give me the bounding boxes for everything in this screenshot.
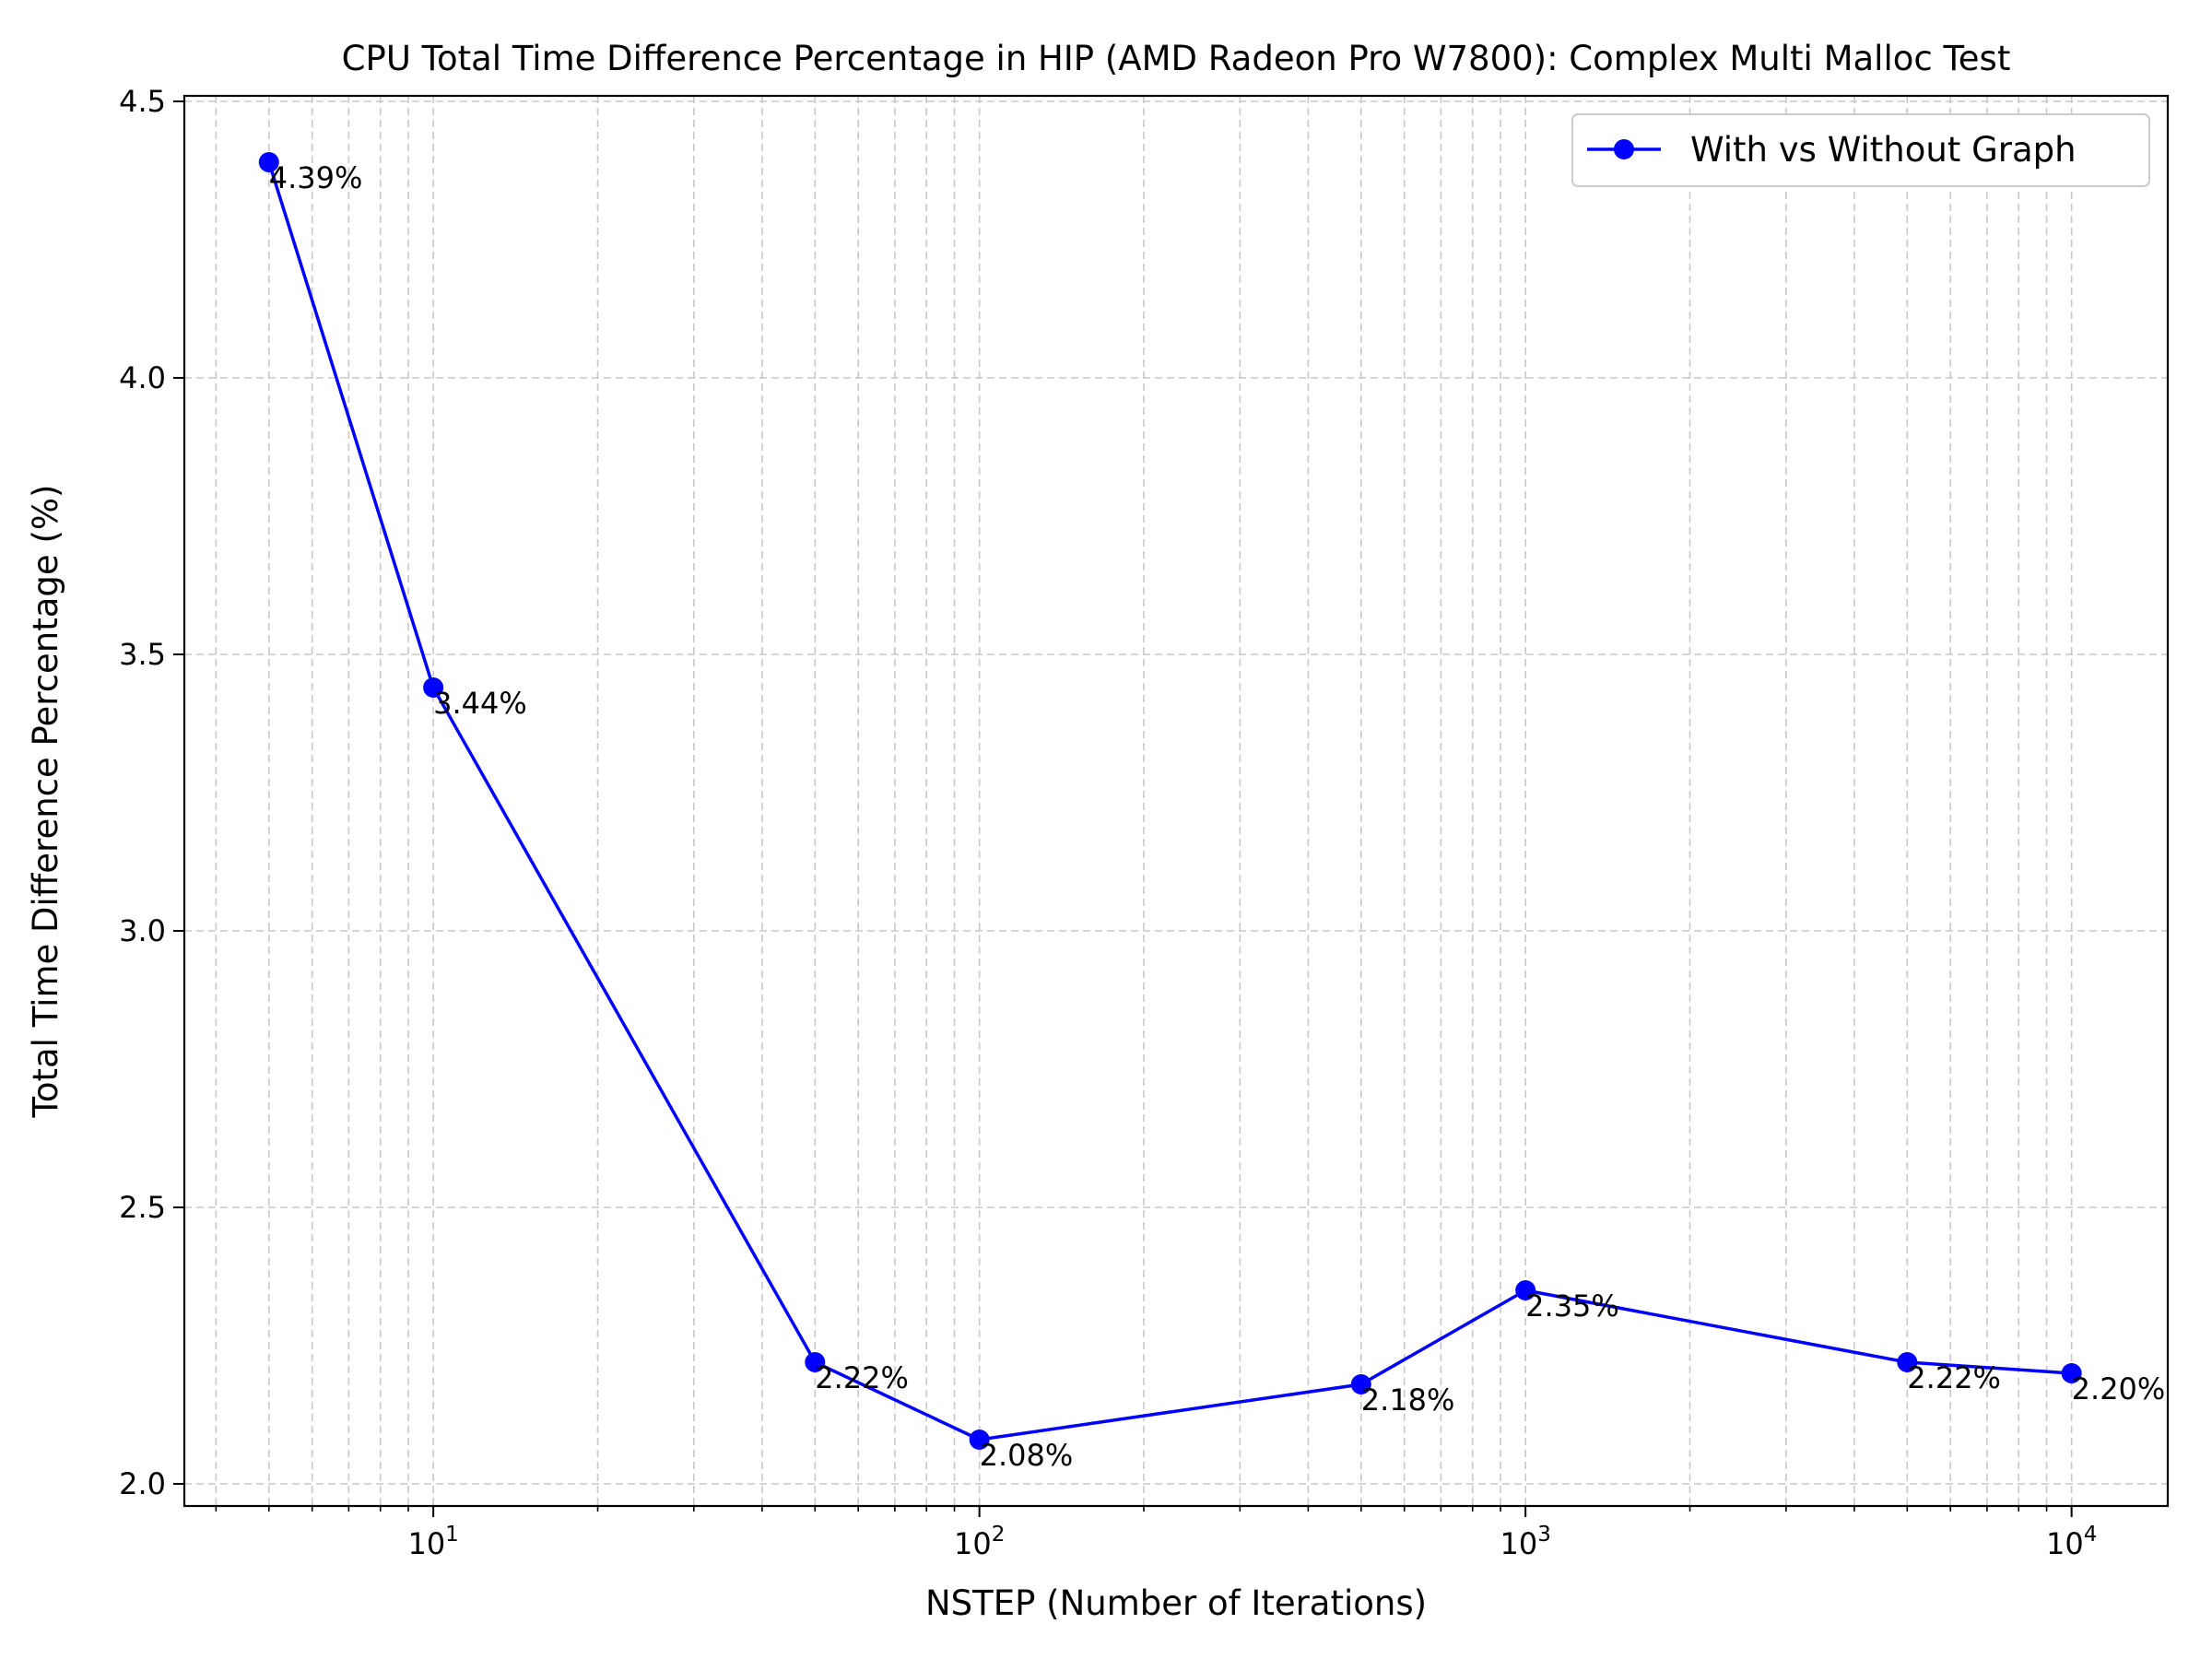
data-label: 2.35% (1525, 1288, 1619, 1324)
data-label: 2.20% (2072, 1371, 2166, 1406)
y-tick-label: 3.5 (119, 637, 166, 672)
data-point (969, 1430, 990, 1450)
legend: With vs Without Graph (1571, 113, 2150, 187)
x-tick-label: 102 (954, 1523, 1005, 1561)
data-point (423, 677, 444, 698)
data-label: 3.44% (433, 686, 527, 721)
x-tick-label: 104 (2046, 1523, 2097, 1561)
y-tick-label: 2.5 (119, 1190, 166, 1225)
y-tick-label: 4.0 (119, 360, 166, 395)
grid (184, 96, 2168, 1506)
data-label: 2.22% (815, 1360, 909, 1395)
data-point (1515, 1280, 1536, 1300)
y-tick-label: 2.0 (119, 1466, 166, 1501)
x-tick-label: 103 (1500, 1523, 1550, 1561)
series-line (267, 161, 2072, 1441)
legend-box (1571, 113, 2150, 187)
data-label: 2.18% (1361, 1382, 1455, 1418)
y-tick-label: 4.5 (119, 84, 166, 119)
chart-title: CPU Total Time Difference Percentage in … (342, 39, 2011, 78)
data-label: 4.39% (269, 160, 363, 195)
data-point (1897, 1352, 1918, 1372)
y-axis-label: Total Time Difference Percentage (%) (26, 485, 65, 1119)
data-point (258, 152, 279, 172)
x-tick-label: 101 (407, 1523, 458, 1561)
data-point (2061, 1363, 2082, 1383)
y-tick-label: 3.0 (119, 913, 166, 948)
data-label: 2.22% (1907, 1360, 2001, 1395)
plot-area-frame (182, 94, 2170, 1508)
series-layer: 4.39% 3.44% 2.22% 2.08% 2.18% 2.35% 2.22% 2.20% (258, 152, 2166, 1473)
legend-marker (1614, 139, 1634, 159)
data-point (805, 1352, 826, 1372)
data-point (1350, 1374, 1371, 1394)
x-axis-label: NSTEP (Number of Iterations) (925, 1583, 1427, 1623)
data-label: 2.08% (980, 1438, 1074, 1473)
legend-entry-label: With vs Without Graph (1690, 130, 2077, 170)
axis-ticks: 2.0 2.5 3.0 3.5 4.0 4.5 101 102 103 104 (119, 84, 2097, 1561)
